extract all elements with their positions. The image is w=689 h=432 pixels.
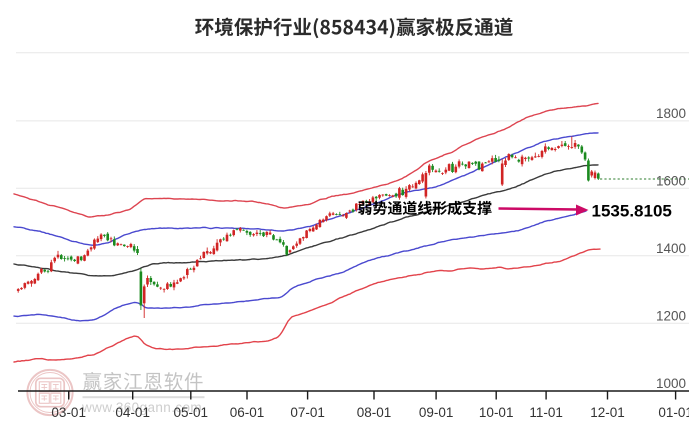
svg-text:www.360gann.com: www.360gann.com (81, 400, 202, 415)
svg-text:01-01: 01-01 (658, 405, 689, 420)
svg-text:07-01: 07-01 (290, 405, 325, 420)
svg-text:12-01: 12-01 (590, 405, 625, 420)
svg-text:1600: 1600 (656, 174, 686, 189)
svg-text:06-01: 06-01 (230, 405, 265, 420)
svg-text:08-01: 08-01 (357, 405, 392, 420)
svg-text:1800: 1800 (656, 106, 686, 121)
svg-text:11-01: 11-01 (529, 405, 563, 420)
svg-text:1000: 1000 (656, 376, 686, 391)
svg-text:1200: 1200 (656, 309, 686, 324)
svg-text:04-01: 04-01 (115, 405, 150, 420)
svg-text:1535.8105: 1535.8105 (592, 201, 672, 220)
svg-text:10-01: 10-01 (479, 405, 514, 420)
svg-text:09-01: 09-01 (419, 405, 454, 420)
svg-text:03-01: 03-01 (51, 405, 86, 420)
svg-text:1400: 1400 (656, 241, 686, 256)
svg-text:05-01: 05-01 (174, 405, 209, 420)
